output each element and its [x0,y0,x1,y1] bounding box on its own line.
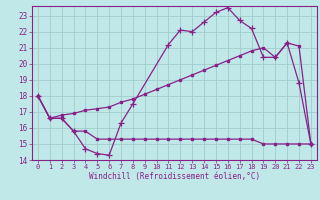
X-axis label: Windchill (Refroidissement éolien,°C): Windchill (Refroidissement éolien,°C) [89,172,260,181]
